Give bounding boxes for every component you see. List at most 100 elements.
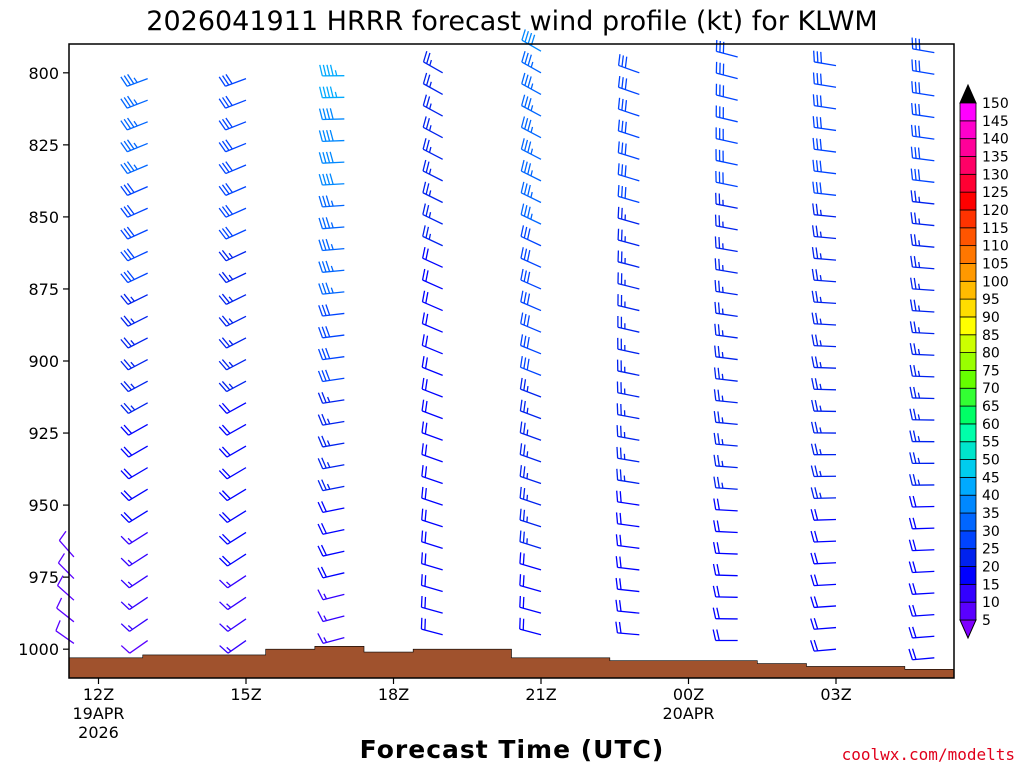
wind-barb: [910, 474, 935, 485]
wind-barb: [714, 433, 737, 446]
wind-barb: [715, 302, 738, 316]
colorbar-label: 65: [982, 399, 1000, 415]
colorbar-label: 130: [982, 167, 1009, 183]
wind-barb: [812, 335, 836, 347]
wind-barb: [912, 81, 935, 96]
colorbar-label: 70: [982, 381, 1000, 397]
wind-barb: [121, 554, 148, 566]
wind-barb: [618, 251, 639, 268]
wind-barb: [716, 40, 737, 57]
wind-barb: [522, 51, 541, 73]
wind-barb: [912, 103, 935, 117]
wind-barb: [319, 217, 344, 228]
wind-barb: [618, 207, 639, 224]
wind-barb: [121, 424, 148, 435]
wind-barb: [422, 400, 443, 419]
wind-barb: [911, 147, 934, 161]
colorbar-label: 80: [982, 346, 1000, 362]
x-tick-label: 18Z: [378, 685, 409, 704]
x-tick-label: 21Z: [525, 685, 556, 704]
colorbar-label: 125: [982, 185, 1009, 201]
wind-barb: [219, 446, 246, 457]
wind-barb: [318, 480, 344, 491]
wind-barb: [811, 618, 836, 629]
wind-barb: [121, 316, 148, 326]
wind-barb: [219, 162, 246, 174]
wind-barb: [716, 149, 738, 165]
y-tick-label: 1000: [18, 640, 59, 659]
wind-barb: [121, 532, 148, 544]
colorbar-label: 120: [982, 203, 1009, 219]
wind-barb: [909, 540, 934, 551]
wind-barb: [421, 618, 442, 635]
x-axis: 12Z19APR202615Z 18Z 21Z 00Z20APR03Z: [72, 678, 851, 742]
wind-barb: [422, 465, 443, 483]
y-axis: 8008258508759009259509751000: [18, 64, 69, 659]
colorbar-segment: [960, 602, 976, 620]
wind-barb: [219, 250, 246, 260]
wind-barb: [423, 269, 443, 289]
wind-barb: [910, 343, 934, 355]
wind-barb: [318, 611, 344, 621]
wind-barb: [219, 294, 246, 304]
wind-barb: [421, 596, 442, 613]
wind-barb: [812, 269, 836, 282]
wind-barb: [811, 553, 836, 564]
colorbar-label: 150: [982, 96, 1009, 112]
colorbar-label: 95: [982, 292, 1000, 308]
wind-barb: [909, 583, 934, 594]
colorbar-label: 30: [982, 524, 1000, 540]
wind-barb: [318, 392, 344, 403]
wind-barb: [318, 436, 344, 447]
wind-barb: [422, 443, 443, 462]
wind-barb: [319, 370, 345, 382]
wind-barb: [617, 512, 640, 526]
wind-barb: [423, 182, 443, 203]
plot-frame: [69, 44, 954, 678]
wind-barb: [911, 234, 934, 247]
wind-barb: [811, 487, 836, 498]
wind-barb: [319, 283, 345, 294]
x-tick-label: 03Z: [820, 685, 851, 704]
colorbar-segment: [960, 531, 976, 549]
x-tick-date: 19APR: [72, 704, 124, 723]
wind-barb: [422, 574, 443, 591]
wind-barb: [219, 316, 246, 326]
wind-barb: [422, 291, 442, 311]
colorbar-segment: [960, 228, 976, 246]
colorbar-label: 105: [982, 256, 1009, 272]
wind-barb: [813, 94, 836, 109]
wind-barb: [618, 316, 639, 332]
colorbar-segment: [960, 513, 976, 531]
wind-barb: [121, 140, 148, 152]
wind-barb: [811, 444, 836, 455]
y-tick-label: 875: [28, 280, 59, 299]
wind-barb: [714, 411, 737, 424]
wind-barb: [617, 403, 639, 418]
wind-barb: [910, 431, 934, 442]
wind-barb: [814, 73, 836, 88]
wind-barb: [910, 409, 934, 420]
colorbar-label: 40: [982, 488, 1000, 504]
colorbar-segment: [960, 584, 976, 602]
wind-barb: [121, 403, 148, 414]
wind-barb: [812, 378, 836, 390]
colorbar-segment: [960, 281, 976, 299]
wind-barb: [617, 447, 639, 462]
colorbar-label: 35: [982, 506, 1000, 522]
colorbar-segment: [960, 442, 976, 460]
wind-barb: [912, 59, 934, 74]
wind-barb: [121, 468, 148, 479]
wind-barb: [618, 272, 639, 289]
wind-barb: [423, 95, 442, 116]
wind-barb: [618, 120, 639, 138]
wind-barb: [121, 446, 148, 457]
wind-barb: [618, 185, 639, 202]
wind-barb: [618, 338, 640, 354]
wind-barb: [909, 561, 934, 572]
wind-barb: [219, 205, 246, 217]
colorbar-segment: [960, 477, 976, 495]
wind-barb: [716, 193, 738, 208]
wind-barb: [812, 356, 836, 368]
wind-barb: [716, 62, 737, 79]
